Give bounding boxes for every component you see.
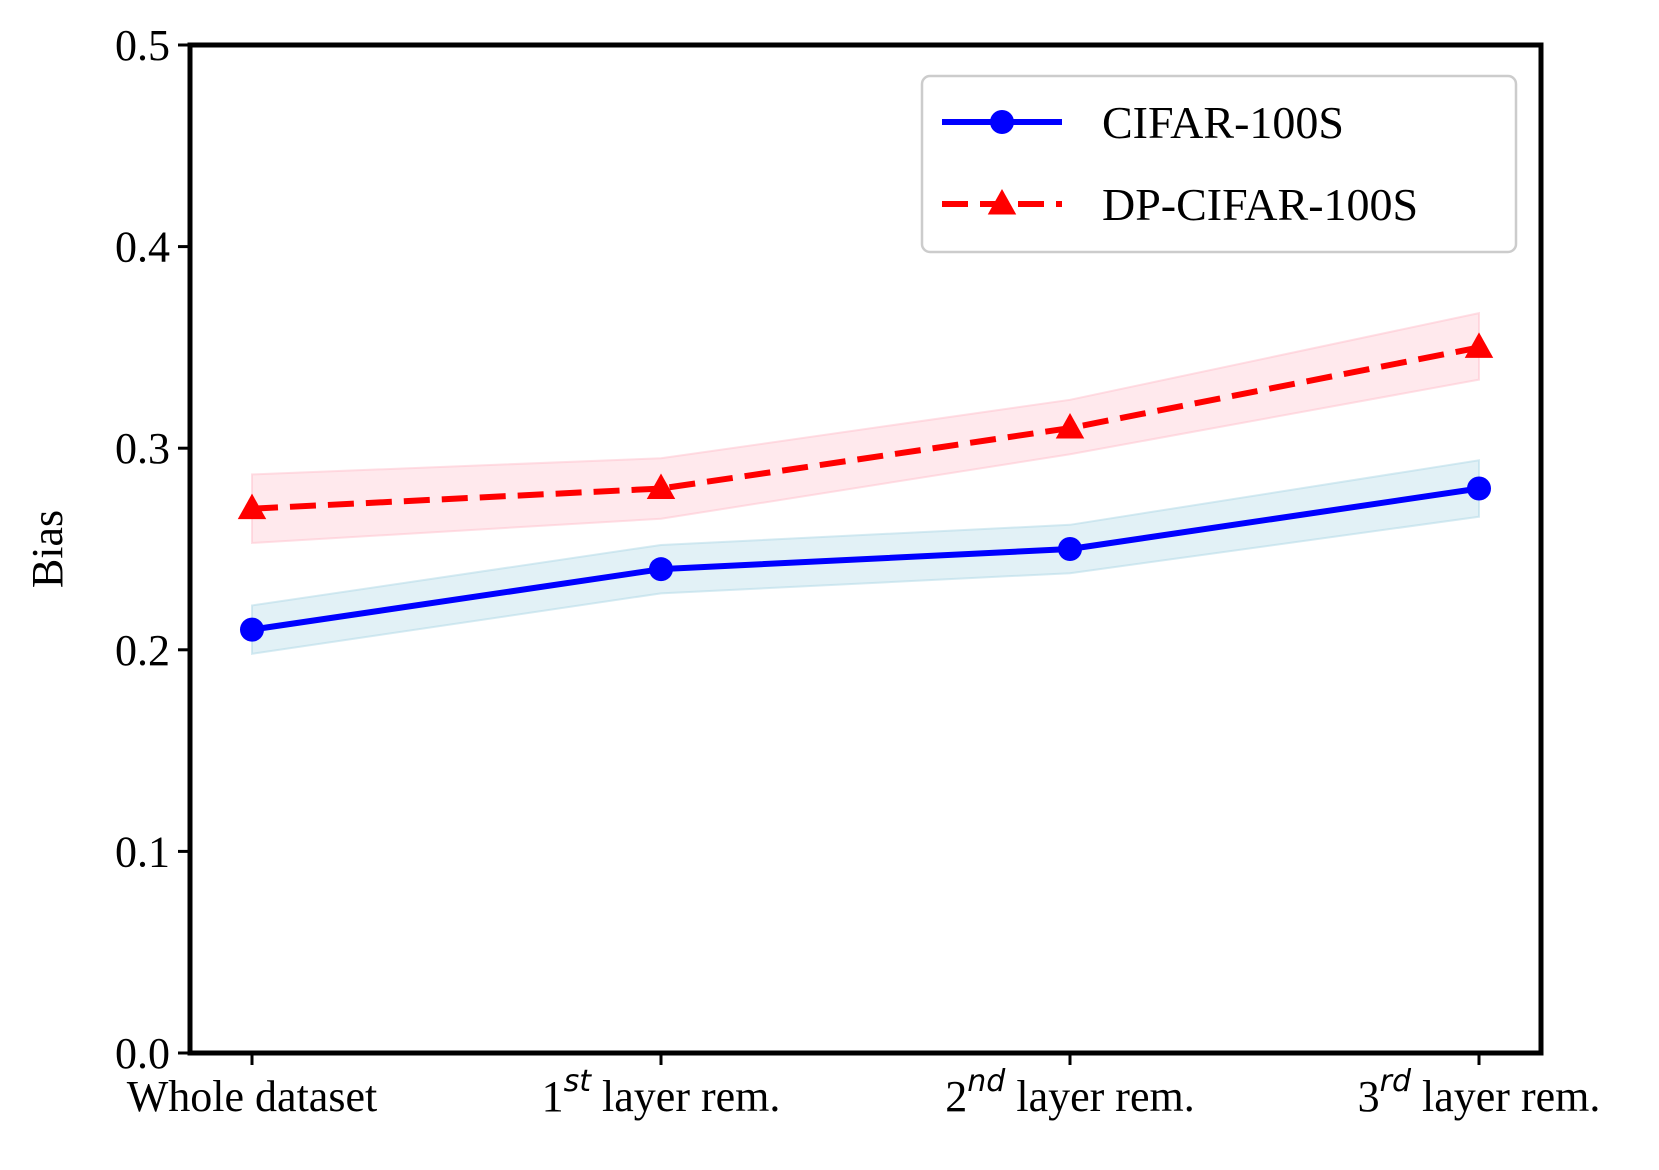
x-tick-label: Whole dataset <box>127 1072 377 1121</box>
legend-label: CIFAR-100S <box>1102 97 1344 148</box>
x-tick-superscript: rd <box>1380 1064 1412 1099</box>
x-tick-label: 1st layer rem. <box>542 1064 781 1121</box>
x-tick-text: layer rem. <box>1005 1072 1194 1121</box>
x-tick-text: layer rem. <box>1411 1072 1600 1121</box>
point-cifar-100s <box>240 617 264 642</box>
y-tick-label: 0.4 <box>115 223 170 272</box>
x-tick-superscript: st <box>564 1064 593 1099</box>
legend-marker <box>990 110 1014 134</box>
point-dp-cifar-100s <box>646 473 676 500</box>
point-cifar-100s <box>1058 537 1082 561</box>
legend-label: DP-CIFAR-100S <box>1102 179 1418 230</box>
legend-marker <box>987 189 1017 215</box>
x-tick-text: layer rem. <box>591 1072 780 1121</box>
x-tick-label: 2nd layer rem. <box>945 1064 1194 1121</box>
x-tick-number: 3 <box>1358 1072 1380 1121</box>
y-tick-label: 0.2 <box>115 626 170 675</box>
y-axis-title: Bias <box>23 510 72 588</box>
point-dp-cifar-100s <box>1464 332 1494 358</box>
x-axis: Whole dataset 1st layer rem. 2nd layer rem… <box>127 1053 1601 1121</box>
point-dp-cifar-100s <box>1055 413 1085 439</box>
line-dp-cifar-100s <box>251 344 1480 512</box>
y-tick-label: 0.3 <box>115 424 170 473</box>
plot-frame <box>187 42 1544 1056</box>
x-tick-number: 2 <box>945 1072 967 1121</box>
y-tick-label: 0.0 <box>115 1029 170 1078</box>
x-tick-label: 3rd layer rem. <box>1358 1064 1601 1121</box>
point-dp-cifar-100s <box>237 493 267 520</box>
y-axis: 0.0 0.1 0.2 0.3 0.4 0.5 <box>115 21 190 1078</box>
x-tick-superscript: nd <box>967 1064 1006 1099</box>
series-lines <box>251 344 1480 633</box>
legend: CIFAR-100S DP-CIFAR-100S <box>920 74 1518 254</box>
x-tick-number: 1 <box>542 1072 564 1121</box>
legend-box <box>920 74 1518 254</box>
band-dp-cifar-100s <box>251 311 1480 545</box>
point-cifar-100s <box>1467 476 1491 501</box>
y-tick-label: 0.1 <box>115 827 170 876</box>
line-cifar-100s <box>251 485 1480 633</box>
y-tick-label: 0.5 <box>115 21 170 70</box>
point-cifar-100s <box>649 557 673 582</box>
series-markers <box>237 332 1494 642</box>
